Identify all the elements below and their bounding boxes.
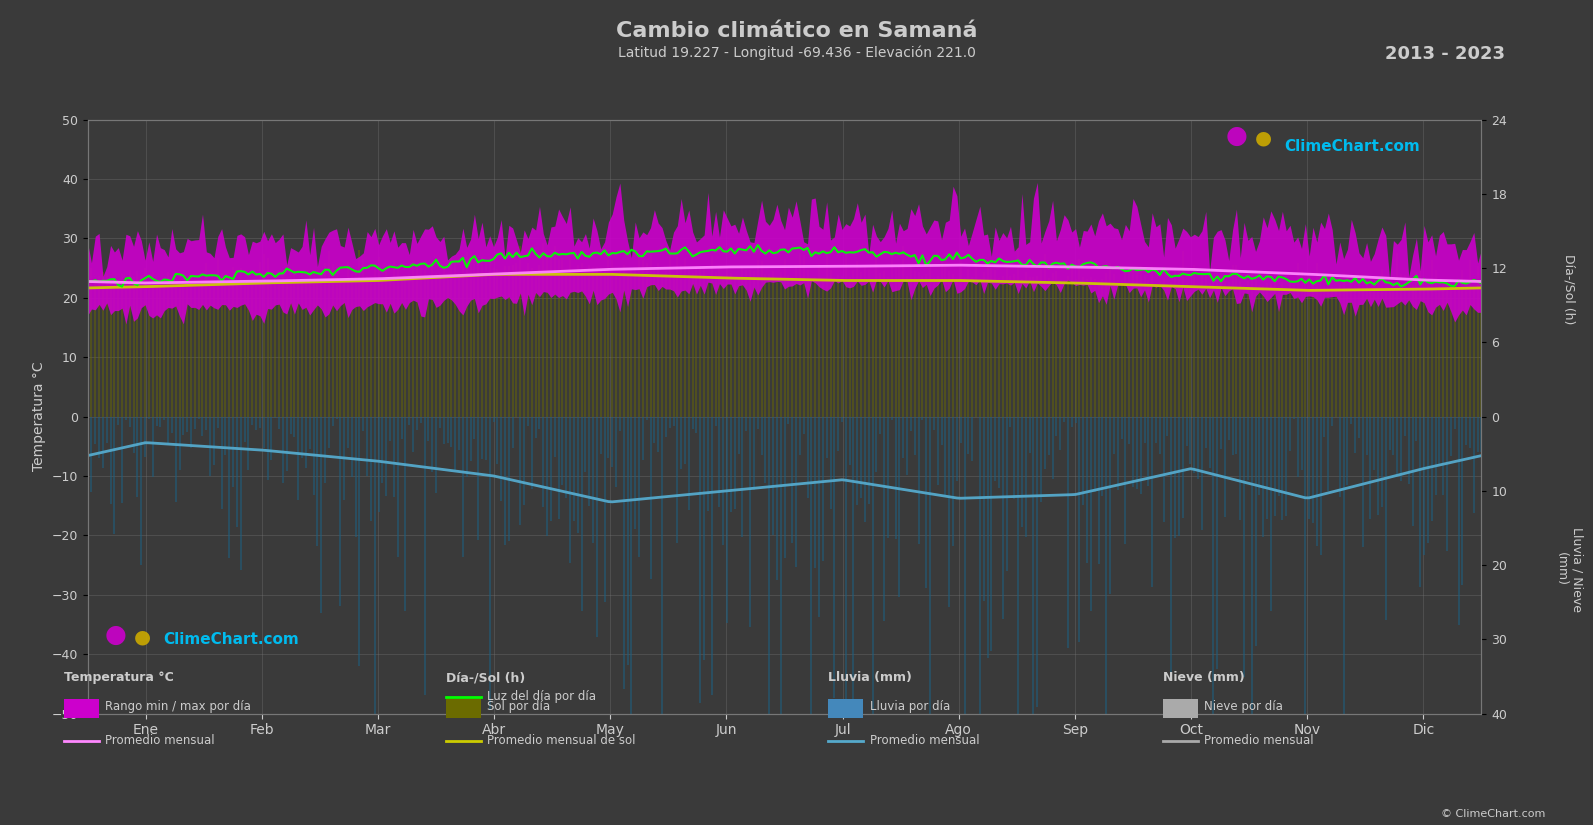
Text: Rango min / max por día: Rango min / max por día xyxy=(105,700,252,713)
Text: Lluvia / Nieve
(mm): Lluvia / Nieve (mm) xyxy=(1555,526,1583,612)
Text: Nieve por día: Nieve por día xyxy=(1204,700,1284,713)
Text: 2013 - 2023: 2013 - 2023 xyxy=(1386,45,1505,64)
Text: Sol por día: Sol por día xyxy=(487,700,551,713)
Text: © ClimeChart.com: © ClimeChart.com xyxy=(1440,808,1545,818)
Y-axis label: Temperatura °C: Temperatura °C xyxy=(32,362,46,471)
Text: ClimeChart.com: ClimeChart.com xyxy=(162,632,299,647)
Text: ●: ● xyxy=(134,627,151,646)
Text: Latitud 19.227 - Longitud -69.436 - Elevación 221.0: Latitud 19.227 - Longitud -69.436 - Elev… xyxy=(618,45,975,60)
Text: Promedio mensual: Promedio mensual xyxy=(105,734,215,747)
Text: Promedio mensual: Promedio mensual xyxy=(870,734,980,747)
Text: Cambio climático en Samaná: Cambio climático en Samaná xyxy=(616,21,977,40)
Text: Temperatura °C: Temperatura °C xyxy=(64,672,174,685)
Text: ●: ● xyxy=(1255,129,1271,148)
Text: ●: ● xyxy=(1227,125,1247,148)
Text: Lluvia por día: Lluvia por día xyxy=(870,700,949,713)
Text: ClimeChart.com: ClimeChart.com xyxy=(1284,139,1419,153)
Text: Promedio mensual: Promedio mensual xyxy=(1204,734,1314,747)
Text: Día-/Sol (h): Día-/Sol (h) xyxy=(446,672,526,685)
Text: ●: ● xyxy=(105,624,127,648)
Text: Día-/Sol (h): Día-/Sol (h) xyxy=(1563,253,1575,324)
Text: Lluvia (mm): Lluvia (mm) xyxy=(828,672,913,685)
Text: Nieve (mm): Nieve (mm) xyxy=(1163,672,1244,685)
Text: Luz del día por día: Luz del día por día xyxy=(487,691,596,703)
Text: Promedio mensual de sol: Promedio mensual de sol xyxy=(487,734,636,747)
